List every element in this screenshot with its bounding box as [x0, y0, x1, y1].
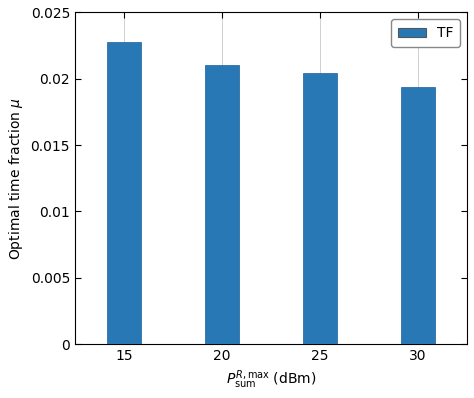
Bar [205, 66, 239, 344]
Y-axis label: Optimal time fraction $\mu$: Optimal time fraction $\mu$ [7, 97, 25, 260]
Bar [303, 74, 337, 344]
X-axis label: $P_{\mathrm{sum}}^{R,\mathrm{max}}$ (dBm): $P_{\mathrm{sum}}^{R,\mathrm{max}}$ (dBm… [226, 369, 316, 391]
Bar [107, 42, 141, 344]
Bar [401, 87, 435, 344]
Legend: TF: TF [391, 20, 460, 47]
